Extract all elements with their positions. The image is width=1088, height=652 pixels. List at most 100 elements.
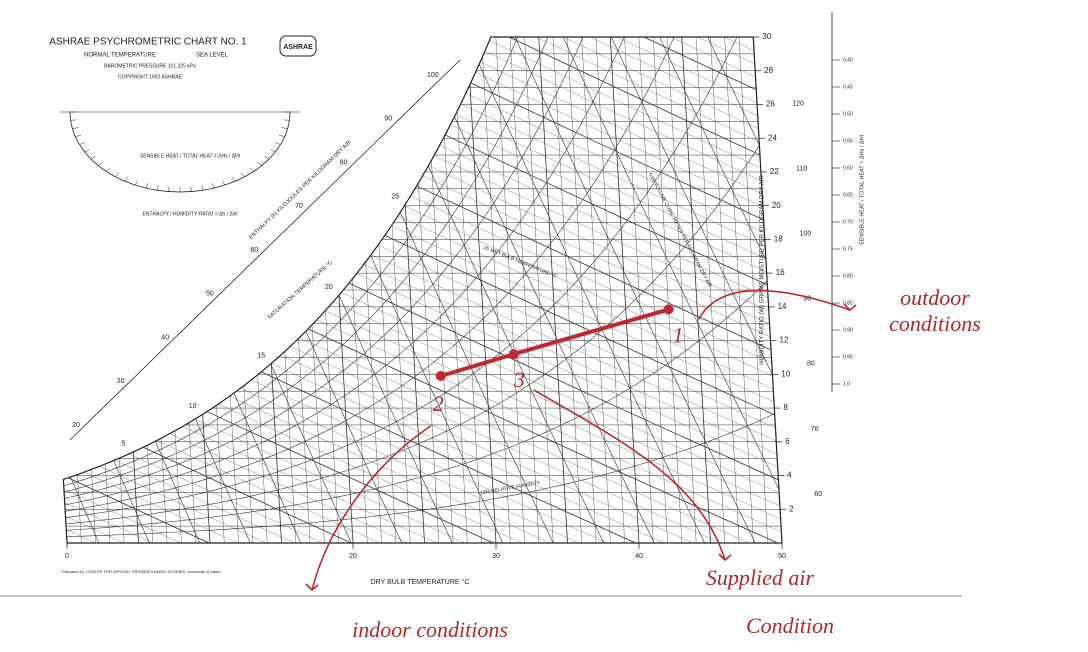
volume-line [0, 37, 149, 543]
y-tick-label: 20 [772, 201, 781, 210]
enthalpy-line [0, 37, 380, 543]
protractor-label: SENSIBLE HEAT / TOTAL HEAT = ΔHs / ΔHt [140, 153, 241, 159]
x-axis-title: DRY BULB TEMPERATURE °C [371, 578, 470, 586]
point-label: 1 [673, 322, 684, 347]
protractor-tick [80, 143, 85, 145]
right-enthalpy-tick-label: 100 [800, 231, 812, 238]
protractor-tick [279, 135, 285, 137]
annotation: conditions [889, 311, 981, 336]
protractor-tick [72, 128, 78, 129]
protractor-tick [106, 168, 110, 172]
annotation-arrow [534, 390, 725, 560]
shr-tick-label: 0.90 [843, 327, 853, 333]
shr-label: SENSIBLE HEAT / TOTAL HEAT = ΔHs / ΔHt [859, 134, 865, 245]
dry-bulb-line [224, 37, 253, 543]
enthalpy-tick-label: 20 [72, 422, 80, 429]
protractor-tick [71, 120, 77, 121]
protractor-tick [241, 173, 245, 177]
enthalpy-tick-label: 40 [161, 334, 169, 341]
enthalpy-line [0, 37, 95, 543]
protractor-tick [135, 181, 137, 186]
volume-line [33, 37, 250, 543]
protractor-tick [250, 168, 254, 172]
y-tick-label: 22 [770, 167, 779, 176]
protractor-tick [202, 185, 203, 190]
x-tick-label: 20 [349, 553, 357, 560]
protractor-tick [146, 183, 148, 188]
enthalpy-tick-label: 80 [340, 159, 348, 166]
shr-tick-label: 0.75 [843, 246, 853, 252]
chart-title: ASHRAE PSYCHROMETRIC CHART NO. 1 [49, 37, 247, 48]
protractor-tick [85, 150, 90, 153]
dry-bulb-line [124, 37, 153, 543]
protractor-tick [282, 128, 288, 129]
x-tick-label: 50 [778, 553, 786, 560]
y-tick-label: 28 [764, 66, 773, 75]
enthalpy-tick-label: 50 [206, 291, 214, 298]
volume-line [0, 37, 99, 543]
protractor-tick [222, 181, 224, 186]
annotation: Supplied air [706, 565, 815, 590]
y-tick-label: 30 [762, 32, 771, 41]
dry-bulb-line [53, 37, 82, 543]
page: {"chart_data":{ "type":"psychrometric", … [0, 0, 1088, 652]
y-tick-label: 14 [778, 302, 787, 311]
enthalpy-line [0, 37, 266, 543]
shr-tick-label: 1.0 [843, 381, 850, 387]
saturation-tick-label: 25 [391, 193, 399, 200]
x-tick-label: 30 [492, 553, 500, 560]
protractor-tick [75, 135, 81, 137]
subtitle: COPYRIGHT 1992 ASHRAE [118, 74, 182, 80]
protractor-tick [91, 156, 96, 159]
dry-bulb-line [110, 37, 139, 543]
enthalpy-line [0, 37, 209, 543]
annotation: indoor conditions [352, 617, 508, 642]
enthalpy-tick-label: 70 [295, 203, 303, 210]
protractor-tick [125, 177, 128, 181]
protractor-label: ENTHALPY / HUMIDITY RATIO = Δh / ΔW [143, 211, 238, 217]
protractor-tick [283, 120, 289, 121]
protractor-tick [191, 187, 192, 192]
point-label: 3 [513, 367, 525, 392]
right-enthalpy-tick-label: 80 [807, 361, 815, 368]
y-tick-label: 10 [781, 369, 790, 378]
volume-line [0, 37, 48, 543]
shr-tick-label: 0.80 [843, 273, 853, 279]
annotation-arrow [312, 426, 431, 590]
dry-bulb-line [38, 37, 67, 543]
y-tick-label: 16 [776, 268, 785, 277]
enthalpy-line [0, 37, 294, 543]
dry-bulb-line [153, 37, 182, 543]
shr-tick-label: 0.40 [843, 57, 853, 63]
protractor-tick [257, 162, 261, 165]
rh-label: 10% RELATIVE HUMIDITY [480, 480, 542, 497]
shr-tick-label: 0.45 [843, 84, 853, 90]
process-point [436, 371, 446, 381]
enthalpy-tick-label: 60 [251, 247, 259, 254]
enthalpy-line [0, 37, 67, 543]
protractor-tick [275, 143, 280, 145]
protractor-tick [212, 183, 214, 188]
subtitle: NORMAL TEMPERATURE [84, 53, 156, 59]
y-tick-label: 2 [789, 504, 794, 513]
wet-bulb-label: 25 WET BULB TEMPERATURE °C [483, 245, 558, 280]
shr-tick-label: 0.50 [843, 111, 853, 117]
logo: ASHRAE [283, 44, 313, 51]
protractor-tick [264, 156, 269, 159]
y-tick-label: 24 [768, 133, 777, 142]
right-enthalpy-tick-label: 120 [792, 101, 804, 108]
y-axis-title: HUMIDITY RATIO (W) GRAMS MOISTURE PER KI… [760, 175, 766, 365]
y-tick-label: 18 [774, 235, 783, 244]
x-tick-label: 0 [65, 553, 69, 560]
y-tick-label: 26 [766, 100, 775, 109]
right-enthalpy-tick-label: 60 [814, 491, 822, 498]
enthalpy-tick-label: 30 [117, 378, 125, 385]
volume-label: 0.90 VOLUME CUBIC METER PER KILOGRAM DRY… [647, 172, 713, 289]
y-tick-label: 4 [787, 471, 792, 480]
volume-line [82, 37, 301, 543]
point-label: 2 [433, 391, 444, 416]
enthalpy-line [0, 37, 323, 543]
enthalpy-label: ENTHALPY (h) KILOJOULES PER KILOGRAM DRY… [248, 140, 352, 241]
saturation-tick-label: 10 [189, 403, 197, 410]
credit: Prepared by: CENTER FOR APPLIED THERMODY… [62, 569, 221, 574]
